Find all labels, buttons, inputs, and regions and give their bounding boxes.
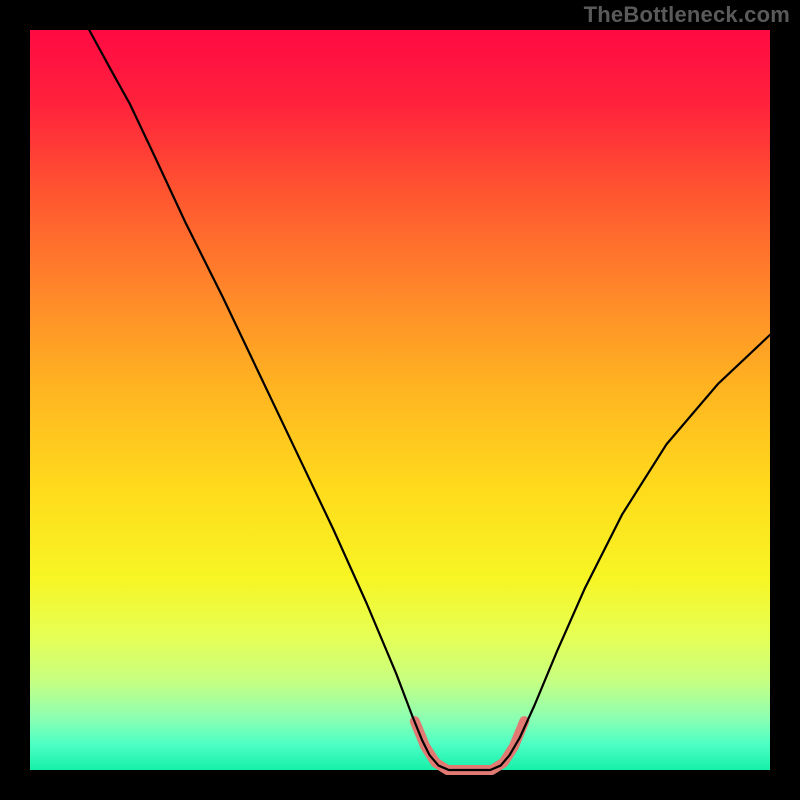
plot-background bbox=[30, 30, 770, 770]
bottleneck-chart bbox=[0, 0, 800, 800]
chart-frame: TheBottleneck.com bbox=[0, 0, 800, 800]
watermark-label: TheBottleneck.com bbox=[584, 2, 790, 28]
